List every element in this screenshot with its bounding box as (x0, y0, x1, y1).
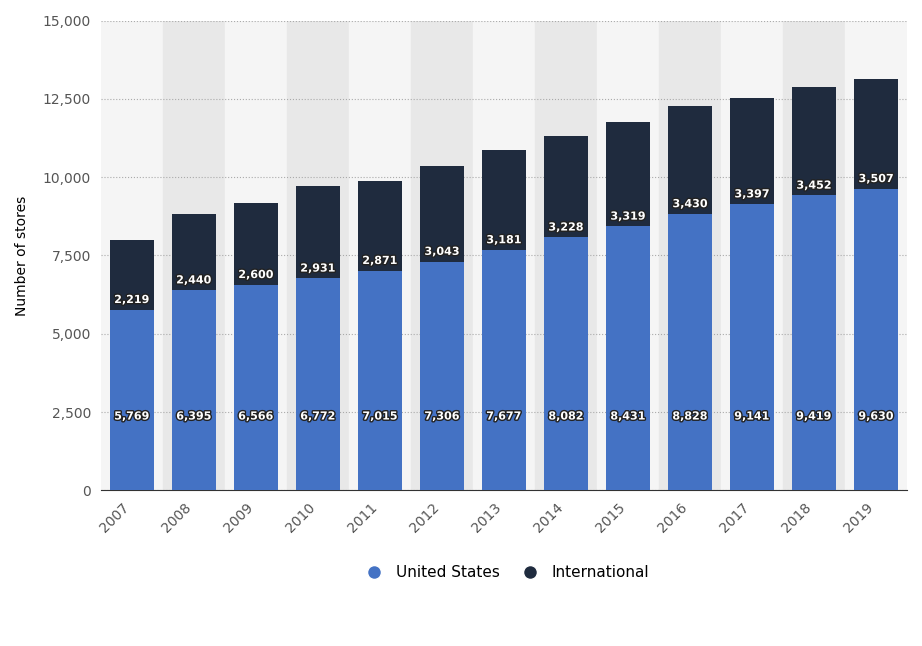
Text: 8,828: 8,828 (672, 412, 707, 422)
Bar (606, 226, 650, 490)
Bar (233, 203, 278, 285)
Bar (481, 151, 526, 250)
Bar (606, 122, 650, 226)
Text: 2,871: 2,871 (362, 256, 397, 266)
Bar (110, 240, 154, 309)
Bar (792, 87, 836, 195)
Legend: United States, International: United States, International (353, 559, 656, 586)
Text: 7,306: 7,306 (424, 412, 459, 422)
Text: 3,181: 3,181 (487, 235, 522, 245)
Bar (481, 250, 526, 490)
Bar (668, 107, 713, 214)
Bar (110, 309, 154, 490)
Text: 3,319: 3,319 (610, 212, 645, 222)
Text: 3,452: 3,452 (797, 181, 832, 191)
Text: 2,440: 2,440 (176, 275, 211, 286)
Bar (225, 21, 287, 490)
Bar (854, 79, 898, 189)
Text: 3,397: 3,397 (735, 189, 770, 200)
Bar (420, 262, 465, 490)
Bar (349, 21, 411, 490)
Bar (597, 21, 659, 490)
Bar (845, 21, 907, 490)
Text: 7,677: 7,677 (486, 412, 522, 422)
Bar (729, 98, 774, 204)
Text: 9,141: 9,141 (734, 412, 770, 422)
Text: 6,772: 6,772 (301, 412, 336, 422)
Bar (792, 195, 836, 490)
Text: 3,228: 3,228 (549, 222, 584, 233)
Text: 6,395: 6,395 (176, 412, 211, 422)
Bar (296, 187, 340, 278)
Bar (411, 21, 473, 490)
Text: 6,566: 6,566 (238, 412, 274, 422)
Bar (358, 181, 402, 271)
Bar (100, 21, 163, 490)
Text: 2,600: 2,600 (238, 270, 274, 280)
Bar (854, 189, 898, 490)
Bar (668, 214, 713, 490)
Bar (729, 204, 774, 490)
Y-axis label: Number of stores: Number of stores (15, 195, 29, 316)
Text: 3,507: 3,507 (858, 174, 893, 184)
Bar (659, 21, 721, 490)
Text: 2,219: 2,219 (114, 295, 149, 305)
Bar (358, 271, 402, 490)
Text: 3,430: 3,430 (672, 199, 707, 209)
Bar (420, 166, 465, 262)
Text: 3,043: 3,043 (424, 247, 459, 257)
Text: 7,015: 7,015 (362, 412, 397, 422)
Bar (473, 21, 535, 490)
Text: 9,419: 9,419 (797, 412, 832, 422)
Text: 8,431: 8,431 (610, 412, 645, 422)
Bar (783, 21, 845, 490)
Text: 9,630: 9,630 (858, 412, 893, 422)
Text: 5,769: 5,769 (114, 412, 149, 422)
Text: 8,082: 8,082 (549, 412, 584, 422)
Bar (544, 136, 588, 237)
Bar (233, 285, 278, 490)
Bar (296, 278, 340, 490)
Bar (544, 237, 588, 490)
Bar (535, 21, 597, 490)
Bar (171, 214, 216, 290)
Bar (287, 21, 349, 490)
Bar (171, 290, 216, 490)
Bar (163, 21, 225, 490)
Text: 2,931: 2,931 (301, 264, 336, 274)
Bar (721, 21, 783, 490)
